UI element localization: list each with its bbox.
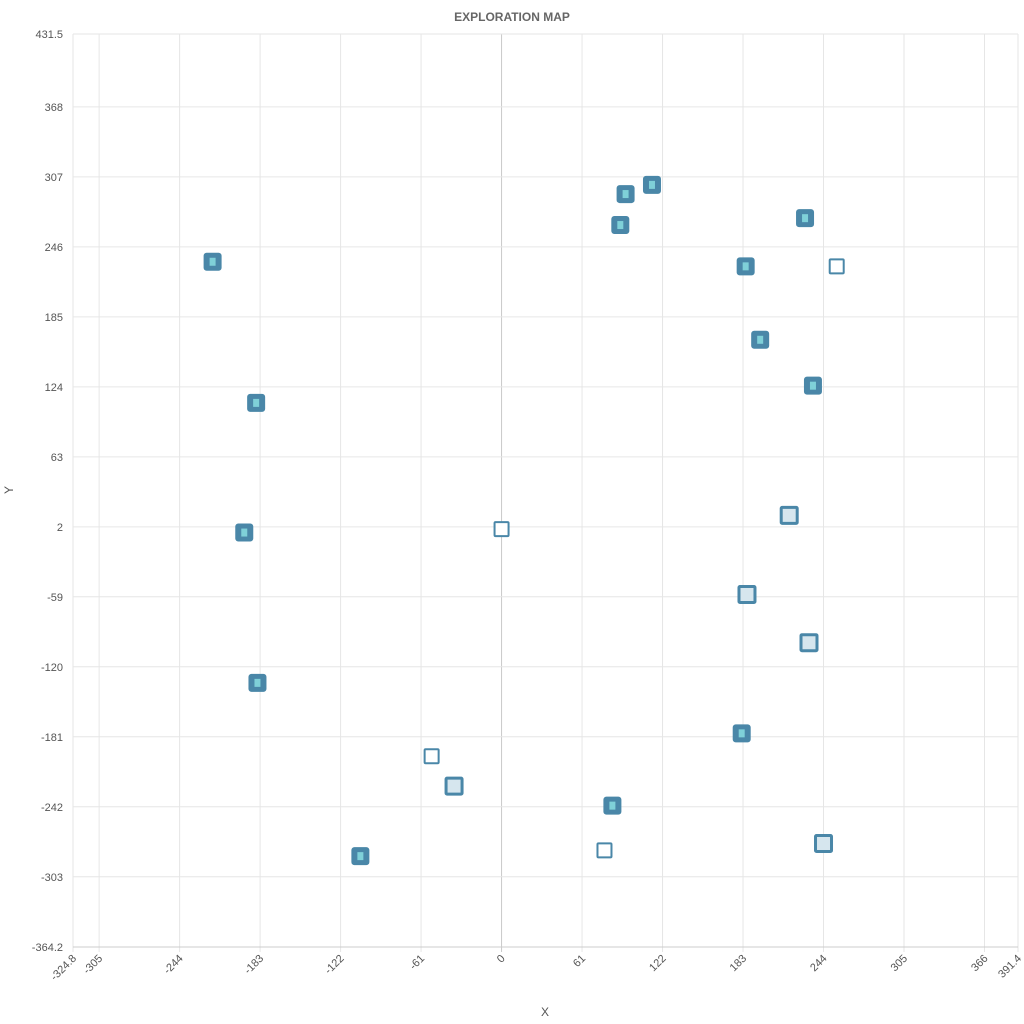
grid: [72, 33, 1019, 952]
y-axis-title: Y: [2, 486, 16, 494]
y-tick-label: -303: [41, 872, 63, 884]
map-marker[interactable]: [493, 521, 510, 538]
y-tick-label: -364.2: [32, 942, 63, 954]
map-marker[interactable]: [828, 258, 845, 275]
x-tick-label: -122: [323, 953, 347, 977]
y-tick-label: -242: [41, 802, 63, 814]
y-tick-label: 431.5: [35, 29, 63, 41]
map-marker[interactable]: [796, 209, 815, 228]
y-tick-label: 246: [45, 242, 63, 254]
map-marker[interactable]: [203, 252, 222, 271]
map-marker[interactable]: [423, 748, 440, 765]
map-marker[interactable]: [737, 585, 757, 605]
tick-labels: -324.8 -305 -244 -183 -122 -61 0 61 122 183 244 305…: [32, 29, 1024, 983]
x-tick-label: -61: [407, 953, 427, 973]
map-marker[interactable]: [248, 673, 267, 692]
x-tick-label: 244: [808, 953, 829, 974]
y-tick-label: 368: [45, 102, 63, 114]
y-tick-label: 185: [45, 312, 63, 324]
x-tick-label: -324.8: [49, 953, 80, 984]
y-tick-label: -120: [41, 662, 63, 674]
map-marker[interactable]: [603, 796, 622, 815]
x-tick-label: 366: [969, 953, 990, 974]
y-tick-label: -181: [41, 732, 63, 744]
x-tick-label: -183: [242, 953, 266, 977]
x-axis-title: X: [541, 1005, 549, 1019]
x-tick-label: 61: [571, 953, 588, 970]
y-tick-label: 124: [45, 382, 63, 394]
map-marker[interactable]: [642, 175, 661, 194]
map-marker[interactable]: [779, 505, 799, 525]
map-marker[interactable]: [751, 330, 770, 349]
x-tick-label: -305: [81, 953, 105, 977]
map-marker[interactable]: [736, 257, 755, 276]
map-marker[interactable]: [596, 842, 613, 859]
map-marker[interactable]: [235, 523, 254, 542]
map-marker[interactable]: [799, 633, 819, 653]
map-marker[interactable]: [611, 216, 630, 235]
map-marker[interactable]: [616, 185, 635, 204]
map-marker[interactable]: [814, 834, 834, 854]
y-tick-label: 2: [57, 522, 63, 534]
x-tick-label: 391.4: [996, 953, 1024, 981]
map-marker[interactable]: [247, 393, 266, 412]
x-tick-label: 183: [728, 953, 749, 974]
data-markers[interactable]: [203, 175, 845, 866]
map-marker[interactable]: [351, 847, 370, 866]
x-tick-label: 305: [889, 953, 910, 974]
map-marker[interactable]: [732, 724, 751, 743]
y-tick-label: 63: [51, 452, 63, 464]
x-tick-label: -244: [162, 953, 186, 977]
map-marker[interactable]: [803, 376, 822, 395]
y-tick-label: 307: [45, 172, 63, 184]
x-tick-label: 122: [647, 953, 668, 974]
chart-title: EXPLORATION MAP: [454, 10, 570, 24]
y-tick-label: -59: [47, 592, 63, 604]
x-tick-label: 0: [495, 953, 508, 966]
map-marker[interactable]: [444, 776, 464, 796]
